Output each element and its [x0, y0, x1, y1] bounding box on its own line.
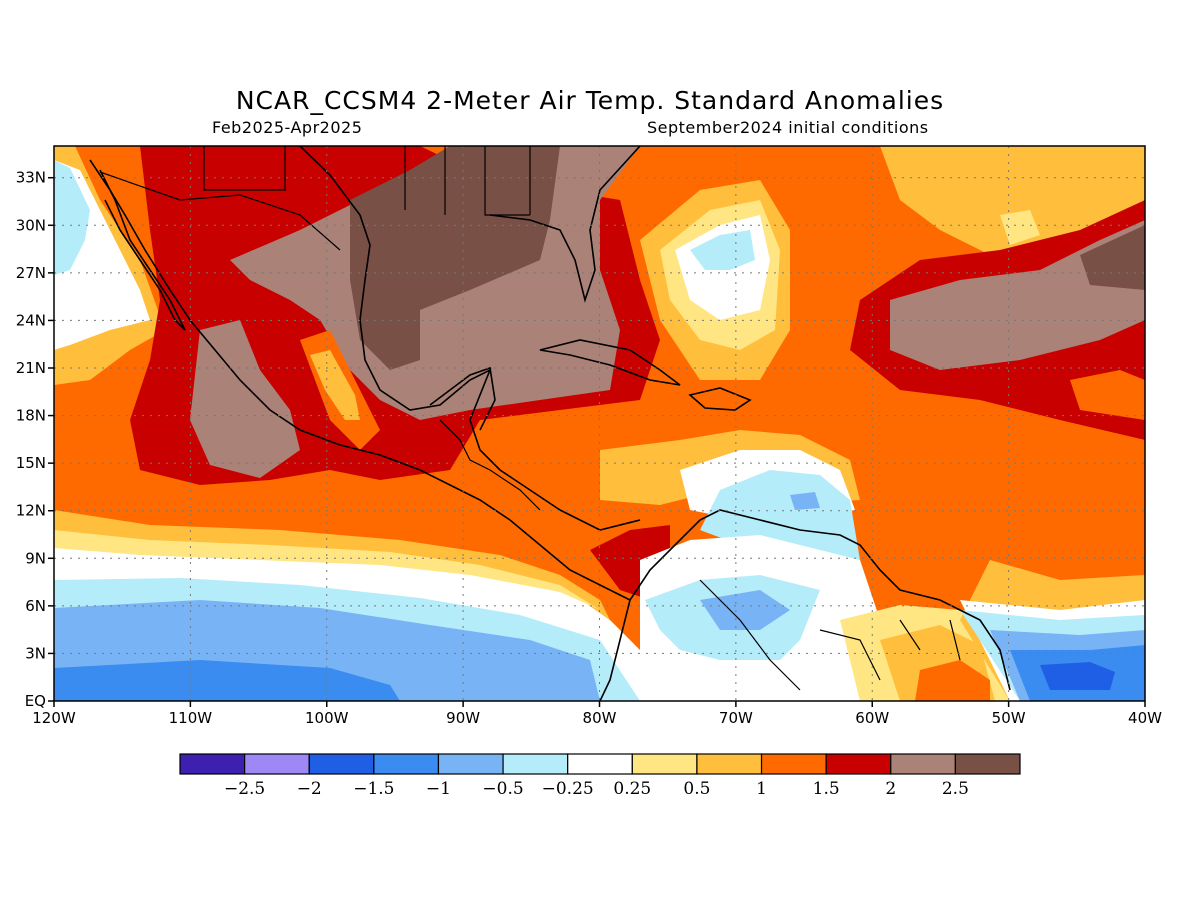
colorbar-label: −2.5: [224, 779, 265, 799]
tick-label-lat: 6N: [25, 597, 46, 615]
colorbar: −2.5 −2 −1.5 −1 −0.5 −0.25 0.25 0.5 1 1.5 2 2.5: [179, 753, 1021, 799]
gridlines: [54, 146, 1145, 701]
colorbar-swatch: [760, 753, 827, 775]
tick-label-lon: 100W: [305, 709, 349, 727]
border-central-america: [439, 419, 541, 511]
colorbar-swatch: [373, 753, 440, 775]
coastline-north-america-pacific: [89, 159, 631, 601]
colorbar-swatch: [437, 753, 504, 775]
tick-label-lon: 120W: [32, 709, 76, 727]
colorbar-label: 2.5: [942, 779, 969, 799]
colorbar-label: 2: [885, 779, 896, 799]
forecast-period: Feb2025-Apr2025: [212, 118, 363, 137]
border-south-america: [699, 579, 961, 691]
tick-label-lon: 90W: [446, 709, 480, 727]
coastline-florida: [489, 146, 641, 303]
anomaly-region-gulf-darkbrown: [350, 146, 560, 370]
tick-label-lat: 12N: [16, 502, 46, 520]
anomaly-region-blue-band: [54, 660, 400, 701]
anomaly-region-natlantic-lightyellow: [1000, 210, 1040, 245]
anomaly-region-atlantic-deepblue: [1040, 662, 1115, 690]
tick-label-lat: 30N: [16, 216, 46, 234]
border-us-states-east: [404, 146, 531, 216]
tick-label-lat: 18N: [16, 407, 46, 425]
anomaly-region-central-mexico-brown: [190, 320, 300, 478]
tick-label-lat: 33N: [16, 169, 46, 187]
initial-conditions: September2024 initial conditions: [647, 118, 929, 137]
anomaly-region-pacific-fringe: [54, 510, 610, 620]
coastline-hispaniola: [688, 387, 752, 411]
tick-label-lon: 40W: [1128, 709, 1162, 727]
tick-label-lon: 80W: [583, 709, 617, 727]
tick-label-lat: 9N: [25, 549, 46, 567]
tick-label-lat: EQ: [25, 692, 46, 710]
colorbar-swatch: [244, 753, 310, 775]
border-us-states: [203, 146, 286, 191]
coastline-colombia-pacific: [599, 599, 631, 701]
tick-label-lon: 70W: [719, 709, 753, 727]
colorbar-swatch: [308, 753, 375, 775]
axis-ticks: 120W 110W 100W 90W 80W 70W 60W 50W 40W EQ 3N 6N 9N 12…: [16, 169, 1162, 727]
colorbar-label: 1: [756, 779, 767, 799]
coastlines: [89, 146, 1011, 701]
colorbar-swatch: [696, 753, 763, 775]
colorbar-label: −2: [297, 779, 322, 799]
tick-label-lat: 21N: [16, 359, 46, 377]
anomaly-region-natlantic-darkbrown: [1080, 225, 1145, 290]
anomaly-region-baja-yellow: [310, 350, 360, 420]
colorbar-swatch: [954, 753, 1021, 775]
border-us-mexico: [99, 171, 341, 251]
tick-label-lat: 27N: [16, 264, 46, 282]
colorbar-label: −1: [426, 779, 451, 799]
tick-label-lon: 110W: [169, 709, 213, 727]
anomaly-region-natlantic-orange-tail: [1070, 370, 1145, 420]
colorbar-swatch: [567, 753, 633, 775]
anomaly-region-southamerica-blue: [700, 590, 790, 630]
coastline-gulf-of-mexico: [299, 146, 641, 531]
colorbar-swatch: [502, 753, 569, 775]
coastline-yucatan: [429, 366, 496, 431]
coastline-cuba: [539, 339, 681, 386]
colorbar-label: −1.5: [353, 779, 394, 799]
colorbar-label: 0.25: [613, 779, 651, 799]
map-title: NCAR_CCSM4 2-Meter Air Temp. Standard An…: [235, 86, 945, 115]
colorbar-label: −0.5: [482, 779, 523, 799]
anomaly-region-coast-cyan: [54, 160, 90, 275]
colorbar-label: 0.5: [683, 779, 710, 799]
colorbar-label: 1.5: [813, 779, 840, 799]
anomaly-region-pacific-fringe-light: [54, 530, 600, 610]
colorbar-swatch: [631, 753, 698, 775]
anomaly-field: [54, 146, 1145, 701]
tick-label-lon: 60W: [855, 709, 889, 727]
political-borders: [99, 146, 961, 691]
colorbar-swatch: [179, 753, 246, 775]
anomaly-region-bahamas-cyan: [690, 230, 755, 270]
coastline-baja-california: [99, 169, 186, 331]
colorbar-swatch: [890, 753, 956, 775]
colorbar-swatch: [825, 753, 892, 775]
anomaly-region-guiana-red: [915, 660, 990, 701]
tick-label-lon: 50W: [992, 709, 1026, 727]
tick-label-lat: 24N: [16, 311, 46, 329]
tick-label-lat: 15N: [16, 454, 46, 472]
colorbar-label: −0.25: [542, 779, 594, 799]
tick-label-lat: 3N: [25, 644, 46, 662]
anomaly-region-caribbean-blue: [790, 492, 820, 510]
coastline-south-america-north: [629, 509, 1011, 691]
